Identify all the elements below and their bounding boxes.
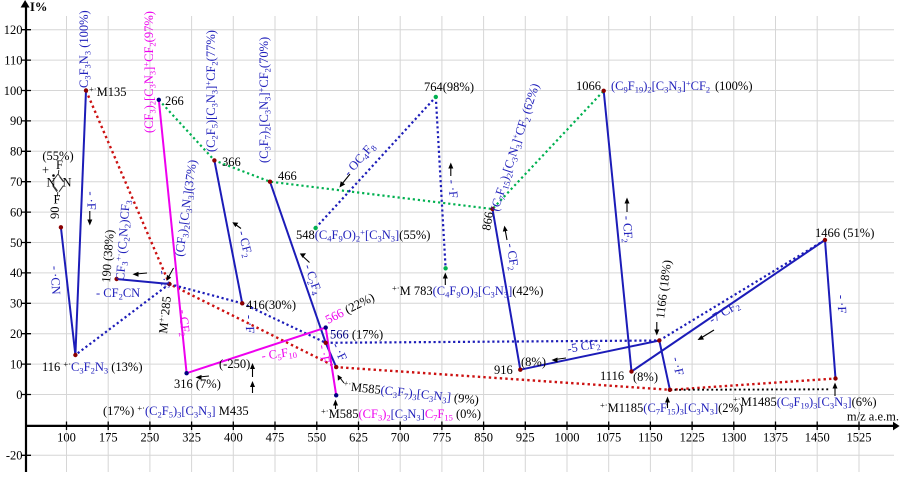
svg-text:316 (7%): 316 (7%) bbox=[174, 377, 221, 391]
svg-text:- ·F: - ·F bbox=[156, 269, 173, 290]
svg-text:366: 366 bbox=[222, 155, 241, 169]
svg-text:400: 400 bbox=[224, 431, 243, 445]
svg-text:466: 466 bbox=[278, 169, 297, 183]
svg-text:C3​F3​N3​ (100%): C3​F3​N3​ (100%) bbox=[77, 10, 93, 88]
svg-text:90: 90 bbox=[48, 207, 62, 220]
svg-text:1525: 1525 bbox=[846, 431, 871, 445]
svg-text:+·​M135: +·​M135 bbox=[89, 84, 127, 99]
svg-text:- ·F: - ·F bbox=[835, 295, 850, 314]
svg-text:916: 916 bbox=[494, 363, 513, 377]
svg-text:m/z a.e.m.: m/z a.e.m. bbox=[847, 410, 899, 424]
svg-text:80: 80 bbox=[10, 145, 23, 159]
svg-text:0: 0 bbox=[16, 388, 22, 402]
svg-text:+·​M 783(C4​F9​O)3​[C3​N3​](42: +·​M 783(C4​F9​O)3​[C3​N3​](42%) bbox=[392, 283, 543, 300]
svg-text:190 (38%): 190 (38%) bbox=[99, 229, 117, 283]
svg-text:M+·​285: M+·​285 bbox=[155, 295, 174, 334]
svg-text:1466 (51%): 1466 (51%) bbox=[815, 226, 874, 240]
svg-text:90: 90 bbox=[10, 114, 23, 128]
svg-text:566 (17%): 566 (17%) bbox=[330, 328, 383, 342]
svg-text:- CF2​CN: - CF2​CN bbox=[96, 286, 140, 302]
svg-text:(8%): (8%) bbox=[633, 370, 658, 384]
svg-text:110: 110 bbox=[4, 53, 22, 67]
svg-text:40: 40 bbox=[10, 266, 23, 280]
svg-text:- ·F: - ·F bbox=[445, 179, 461, 199]
svg-text:1375: 1375 bbox=[763, 431, 788, 445]
svg-text:850: 850 bbox=[474, 431, 493, 445]
svg-text:100: 100 bbox=[4, 84, 23, 98]
svg-text:775: 775 bbox=[433, 431, 452, 445]
svg-text:925: 925 bbox=[516, 431, 535, 445]
svg-text:416(30%): 416(30%) bbox=[246, 298, 296, 312]
svg-text:70: 70 bbox=[10, 175, 23, 189]
svg-text:1300: 1300 bbox=[721, 431, 746, 445]
svg-text:50: 50 bbox=[10, 236, 23, 250]
svg-text:1000: 1000 bbox=[555, 431, 580, 445]
svg-text:100: 100 bbox=[57, 431, 76, 445]
svg-text:20: 20 bbox=[10, 327, 23, 341]
svg-text:+·​M585(CF3​)2​[C3​N3​]C7​F15​: +·​M585(CF3​)2​[C3​N3​]C7​F15​ (0%) bbox=[321, 406, 481, 423]
svg-text:175: 175 bbox=[99, 431, 118, 445]
svg-text:+: + bbox=[42, 163, 49, 177]
svg-text:(55%): (55%) bbox=[42, 149, 73, 163]
svg-text:266: 266 bbox=[165, 94, 184, 108]
svg-text:(C3​F7​)2​[C3​N3​]+​CF2​(70%): (C3​F7​)2​[C3​N3​]+​CF2​(70%) bbox=[256, 37, 273, 163]
svg-text:325: 325 bbox=[182, 431, 201, 445]
svg-text:- ·F: - ·F bbox=[84, 191, 99, 210]
svg-text:-20: -20 bbox=[6, 449, 23, 463]
svg-text:N: N bbox=[63, 176, 72, 190]
svg-text:1225: 1225 bbox=[680, 431, 705, 445]
svg-text:700: 700 bbox=[391, 431, 410, 445]
svg-text:1066: 1066 bbox=[576, 79, 601, 93]
svg-text:60: 60 bbox=[10, 205, 23, 219]
svg-text:F: F bbox=[56, 158, 63, 172]
svg-text:(C2​F5​)[C3​N3​]+​CF2​(77%): (C2​F5​)[C3​N3​]+​CF2​(77%) bbox=[203, 30, 220, 152]
svg-text:- ·F: - ·F bbox=[243, 315, 258, 334]
svg-text:- ·CN: - ·CN bbox=[48, 266, 63, 295]
svg-text:I%: I% bbox=[30, 0, 47, 14]
svg-text:10: 10 bbox=[10, 357, 23, 371]
svg-text:(100%): (100%) bbox=[715, 79, 753, 93]
svg-text:1450: 1450 bbox=[805, 431, 830, 445]
svg-text:30: 30 bbox=[10, 297, 23, 311]
svg-text:- ·F: - ·F bbox=[669, 356, 687, 377]
svg-text:764(98%): 764(98%) bbox=[424, 80, 474, 94]
svg-text:625: 625 bbox=[349, 431, 368, 445]
svg-text:- ·F: - ·F bbox=[316, 344, 333, 365]
svg-text:N: N bbox=[47, 176, 56, 190]
svg-text:(8%): (8%) bbox=[521, 355, 546, 369]
svg-text:550: 550 bbox=[307, 431, 326, 445]
svg-text:(-250): (-250) bbox=[219, 357, 250, 371]
svg-text:120: 120 bbox=[4, 23, 23, 37]
svg-text:1075: 1075 bbox=[596, 431, 621, 445]
svg-text:1116: 1116 bbox=[600, 369, 624, 383]
svg-text:(17%) +·​(C2​F5​)3​[C3​N3​] M4: (17%) +·​(C2​F5​)3​[C3​N3​] M435 bbox=[103, 403, 249, 420]
svg-text:250: 250 bbox=[141, 431, 160, 445]
svg-text:475: 475 bbox=[266, 431, 285, 445]
svg-text:1150: 1150 bbox=[638, 431, 663, 445]
svg-text:F: F bbox=[54, 193, 61, 207]
svg-text:866: 866 bbox=[479, 211, 496, 232]
